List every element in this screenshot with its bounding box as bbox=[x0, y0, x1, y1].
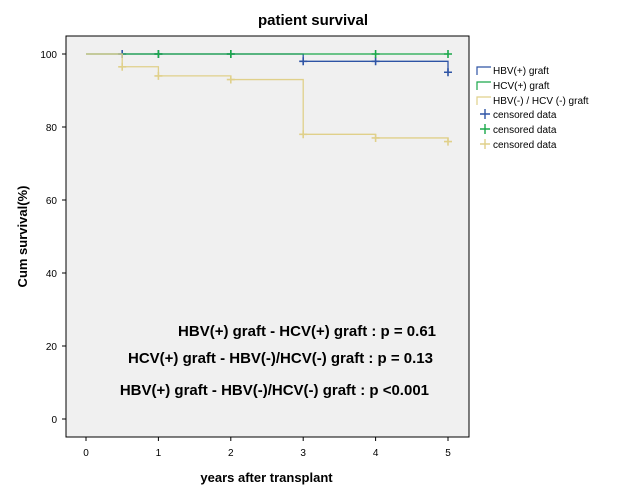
x-tick-label: 0 bbox=[83, 448, 89, 459]
censored-marker-3 bbox=[226, 75, 235, 84]
y-tick-label: 0 bbox=[51, 415, 57, 426]
censored-marker-3 bbox=[371, 133, 380, 142]
censored-marker-1 bbox=[444, 68, 452, 77]
y-tick-label: 40 bbox=[46, 269, 58, 280]
x-tick-label: 2 bbox=[228, 448, 234, 459]
y-tick-label: 60 bbox=[46, 196, 58, 207]
y-tick-label: 100 bbox=[40, 50, 57, 61]
legend-label: HCV(+) graft bbox=[493, 81, 550, 92]
x-tick-label: 5 bbox=[445, 448, 451, 459]
y-tick-label: 20 bbox=[46, 342, 58, 353]
legend-censored-swatch bbox=[480, 124, 490, 134]
legend-censored-swatch bbox=[480, 139, 490, 149]
censored-marker-3 bbox=[299, 130, 308, 139]
p-value-annotation: HCV(+) graft - HBV(-)/HCV(-) graft : p =… bbox=[128, 350, 433, 367]
legend-line-swatch bbox=[476, 96, 491, 105]
censored-marker-1 bbox=[299, 57, 308, 66]
legend-label: HBV(+) graft bbox=[493, 66, 549, 77]
y-axis-title: Cum survival(%) bbox=[15, 186, 30, 288]
x-tick-label: 1 bbox=[156, 448, 162, 459]
p-value-annotation: HBV(+) graft - HBV(-)/HCV(-) graft : p <… bbox=[120, 382, 429, 399]
legend-label: HBV(-) / HCV (-) graft bbox=[493, 96, 589, 107]
legend-label: censored data bbox=[493, 140, 557, 151]
censored-marker-3 bbox=[154, 71, 163, 80]
p-value-annotation: HBV(+) graft - HCV(+) graft : p = 0.61 bbox=[178, 323, 436, 340]
plot-area bbox=[65, 35, 470, 438]
censored-marker-2 bbox=[154, 50, 163, 58]
legend-label: censored data bbox=[493, 125, 557, 136]
x-tick-label: 4 bbox=[373, 448, 379, 459]
censored-marker-2 bbox=[371, 50, 380, 58]
censored-marker-3 bbox=[118, 62, 127, 71]
y-tick-label: 80 bbox=[46, 123, 58, 134]
x-tick-label: 3 bbox=[300, 448, 306, 459]
legend-line-swatch bbox=[476, 81, 491, 90]
censored-marker-2 bbox=[444, 50, 452, 58]
censored-marker-2 bbox=[226, 50, 235, 58]
legend-label: censored data bbox=[493, 110, 557, 121]
chart-title: patient survival bbox=[257, 12, 369, 29]
censored-marker-1 bbox=[371, 57, 380, 66]
legend-line-swatch bbox=[476, 66, 491, 75]
x-axis-title: years after transplant bbox=[200, 470, 333, 485]
censored-marker-3 bbox=[444, 137, 452, 146]
legend-censored-swatch bbox=[480, 109, 490, 119]
